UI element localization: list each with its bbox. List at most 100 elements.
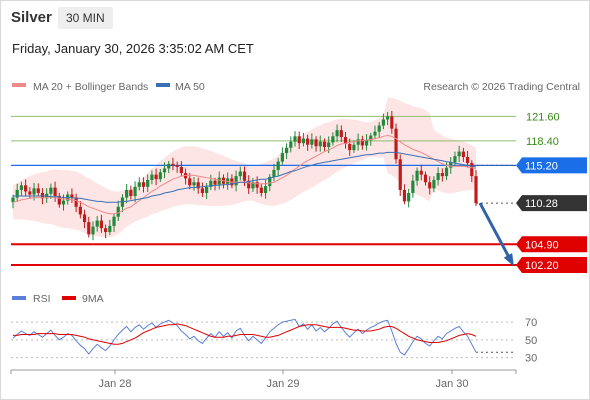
x-axis: Jan 28 Jan 29 Jan 30 — [10, 370, 517, 390]
candle — [436, 167, 440, 186]
timeframe-badge[interactable]: 30 MIN — [58, 7, 113, 29]
candle — [263, 179, 268, 199]
candle — [179, 161, 183, 177]
rsi-legend-label: RSI — [33, 293, 51, 305]
candle — [331, 132, 335, 146]
candle — [19, 181, 24, 196]
candle — [381, 113, 385, 130]
x-tick-label: Jan 28 — [98, 378, 131, 390]
candle — [377, 122, 381, 138]
ma50-line — [13, 151, 477, 203]
rsi-tick-label: 70 — [525, 317, 537, 329]
candle — [297, 131, 301, 149]
moving-averages — [12, 134, 477, 215]
candle — [360, 135, 364, 150]
candle — [284, 143, 289, 160]
candle — [470, 160, 474, 183]
candle — [398, 154, 402, 196]
level-label-3: 110.28 — [525, 198, 558, 210]
candle — [318, 135, 322, 152]
candle — [146, 174, 150, 193]
candle — [306, 134, 310, 151]
level-labels: 121.60 118.40 115.20 110.28 104.90 102.20 — [516, 111, 587, 273]
level-tag-5 — [516, 256, 587, 273]
candle — [461, 147, 465, 162]
credit-label: Research © 2026 Trading Central — [423, 81, 580, 93]
candle — [162, 162, 167, 179]
candle — [175, 161, 179, 173]
rsi-line — [12, 318, 477, 356]
candle — [129, 185, 133, 200]
candle — [158, 168, 162, 183]
candle — [255, 176, 259, 194]
candle — [95, 216, 99, 232]
candle — [91, 221, 95, 241]
candle — [24, 179, 28, 197]
candle — [440, 168, 444, 182]
candle — [314, 136, 318, 152]
rsi-ma-legend-swatch — [62, 296, 76, 300]
candle — [120, 194, 125, 212]
candle — [348, 138, 352, 157]
candle — [87, 216, 91, 238]
candle — [339, 125, 343, 142]
candle — [322, 138, 327, 151]
candle — [213, 177, 217, 191]
candle — [104, 224, 108, 238]
level-label-4: 104.90 — [525, 239, 559, 251]
candle — [234, 170, 238, 192]
candle — [402, 184, 407, 205]
price-levels — [11, 115, 587, 266]
ma20-legend-swatch — [12, 83, 26, 87]
candle — [238, 166, 242, 181]
level-label-5: 102.20 — [525, 260, 559, 272]
candle — [28, 187, 32, 199]
projection-arrow-line — [478, 202, 513, 262]
candle — [423, 171, 428, 186]
level-label-1: 118.40 — [526, 136, 559, 148]
candle — [49, 183, 53, 199]
candle — [394, 123, 398, 164]
ma50-legend-swatch — [156, 83, 170, 87]
projection — [478, 202, 514, 267]
datetime-label: Friday, January 30, 2026 3:35:02 AM CET — [12, 41, 254, 56]
candle — [108, 219, 112, 235]
level-tag-2 — [516, 157, 587, 174]
candle — [301, 132, 306, 147]
candle — [141, 177, 146, 193]
candle — [74, 193, 78, 213]
candle — [386, 112, 390, 126]
candle — [352, 140, 356, 153]
level-label-0: 121.60 — [526, 111, 560, 123]
candle — [171, 157, 175, 171]
candle — [449, 157, 453, 174]
ma50-legend-label: MA 50 — [175, 81, 205, 93]
candle — [335, 124, 339, 143]
candle — [154, 168, 158, 186]
candle — [137, 177, 141, 191]
candle — [15, 183, 19, 202]
candle — [125, 183, 129, 204]
rsi-panel: 70 50 30 — [11, 317, 537, 365]
candle — [116, 200, 120, 222]
candle — [53, 181, 57, 202]
candle — [419, 164, 423, 181]
candle — [78, 201, 82, 219]
instrument-title: Silver — [11, 9, 52, 26]
rsi-legend-swatch — [12, 296, 26, 300]
candle — [415, 167, 419, 186]
candle — [200, 182, 205, 197]
candle — [192, 177, 196, 191]
candle — [82, 209, 87, 229]
candle — [150, 170, 154, 185]
candle — [432, 176, 436, 193]
candle — [209, 174, 213, 191]
ma20-legend-label: MA 20 + Bollinger Bands — [33, 81, 148, 93]
x-tick-label: Jan 30 — [435, 378, 468, 390]
rsi-ma-line — [13, 323, 477, 345]
candle — [280, 147, 284, 165]
candle — [428, 176, 432, 195]
candle — [289, 136, 293, 153]
candle — [259, 184, 263, 197]
candle — [112, 213, 116, 232]
